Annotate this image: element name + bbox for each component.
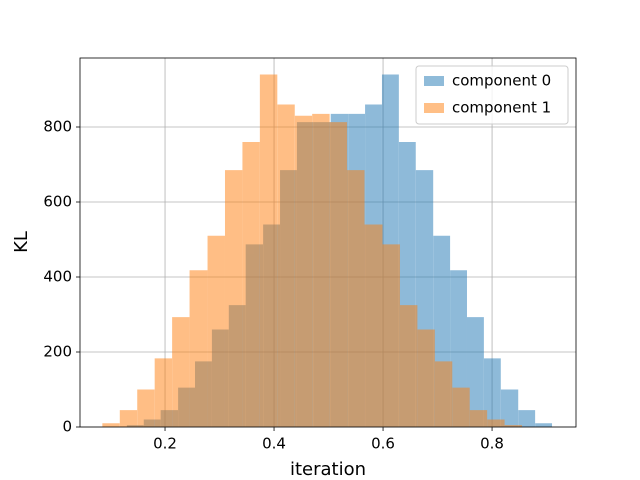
- legend-swatch: [424, 103, 444, 113]
- histogram-bar: [154, 358, 173, 427]
- histogram-bar: [294, 115, 313, 427]
- legend-box: [415, 65, 569, 125]
- histogram-bar: [189, 270, 208, 427]
- histogram-bar: [259, 74, 278, 427]
- x-tick-label: 0.8: [480, 435, 504, 453]
- legend-label: component 0: [452, 72, 551, 90]
- histogram-bar: [417, 329, 435, 427]
- histogram-bar: [504, 425, 523, 427]
- x-tick-label: 0.4: [262, 435, 286, 453]
- histogram-bar: [452, 387, 470, 427]
- y-tick-label: 600: [43, 193, 72, 211]
- histogram-bar: [102, 423, 120, 427]
- legend-swatch: [424, 76, 444, 86]
- histogram-bar: [500, 389, 519, 427]
- y-tick-label: 200: [43, 343, 72, 361]
- histogram-bar: [518, 410, 536, 427]
- histogram-bar: [399, 305, 418, 427]
- histogram-bar: [535, 423, 553, 427]
- histogram-bar: [487, 419, 505, 427]
- plot-frame: [79, 57, 577, 428]
- histogram-bar: [382, 244, 400, 427]
- histogram-bar: [434, 361, 453, 427]
- histogram-bar: [119, 410, 138, 427]
- histogram-bar: [483, 358, 501, 427]
- histogram-bar: [207, 235, 225, 427]
- histogram-bar: [312, 113, 330, 427]
- x-tick-label: 0.6: [371, 435, 395, 453]
- y-tick-label: 400: [43, 268, 72, 286]
- histogram-bar: [137, 389, 155, 427]
- y-axis-label: KL: [11, 231, 32, 253]
- histogram-bar: [242, 142, 260, 427]
- histogram-bar: [172, 317, 190, 427]
- series: [102, 74, 523, 427]
- histogram-bar: [277, 104, 295, 427]
- y-tick-label: 800: [43, 118, 72, 136]
- histogram-bar: [469, 410, 488, 427]
- y-tick-label: 0: [62, 418, 72, 436]
- histogram-bar: [224, 170, 243, 427]
- histogram-bar: [347, 170, 365, 427]
- histogram-bar: [364, 224, 383, 427]
- legend-label: component 1: [452, 99, 551, 117]
- histogram-bar: [466, 317, 484, 427]
- histogram-bar: [329, 122, 348, 427]
- x-tick-label: 0.2: [153, 435, 177, 453]
- x-axis-label: iteration: [290, 459, 366, 480]
